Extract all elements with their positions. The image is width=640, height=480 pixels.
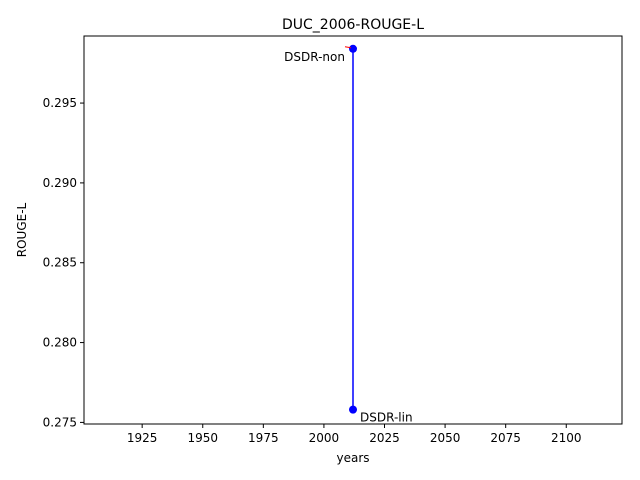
data-point (349, 44, 357, 53)
x-tick-label: 2050 (430, 431, 461, 445)
plot-area (83, 35, 623, 425)
y-axis-label: ROUGE-L (15, 202, 29, 257)
point-annotation: DSDR-non (284, 50, 345, 64)
y-tick-label: 0.280 (43, 336, 77, 350)
series-layer (349, 44, 357, 414)
y-axis: 0.275 0.280 0.285 0.290 0.295 (43, 96, 84, 429)
x-tick-label: 2025 (369, 431, 400, 445)
y-tick-label: 0.290 (43, 176, 77, 190)
x-tick-label: 1925 (127, 431, 158, 445)
x-axis: 1925 1950 1975 2000 2025 2050 2075 2100 (127, 424, 582, 445)
data-point (349, 405, 357, 414)
x-axis-label: years (336, 451, 369, 465)
x-tick-label: 2100 (551, 431, 582, 445)
chart-title: DUC_2006-ROUGE-L (282, 17, 424, 33)
y-tick-label: 0.285 (43, 256, 77, 270)
x-tick-label: 2000 (309, 431, 340, 445)
x-tick-label: 1975 (248, 431, 279, 445)
x-tick-label: 1950 (187, 431, 218, 445)
annotation-arrow (344, 46, 352, 49)
point-annotation: DSDR-lin (360, 411, 413, 425)
y-tick-label: 0.275 (43, 415, 77, 429)
annotation-layer: DSDR-lin DSDR-non (284, 46, 413, 425)
y-tick-label: 0.295 (43, 96, 77, 110)
x-tick-label: 2075 (490, 431, 521, 445)
